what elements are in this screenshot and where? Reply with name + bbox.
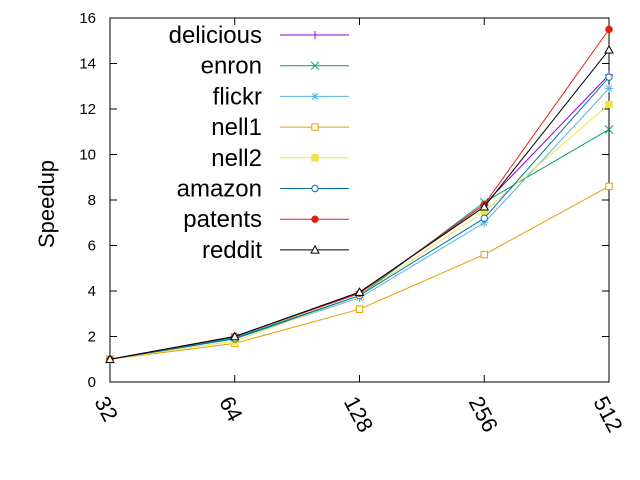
series-delicious (106, 70, 613, 364)
legend-label: delicious (169, 22, 262, 49)
y-tick-label: 6 (88, 238, 96, 255)
x-tick-label: 512 (588, 392, 627, 436)
series-enron (105, 125, 614, 364)
data-point (604, 44, 614, 54)
data-point (311, 154, 319, 162)
x-tick-label: 32 (89, 392, 123, 425)
y-tick-label: 2 (88, 329, 96, 346)
legend-label: flickr (213, 83, 262, 110)
y-tick-label: 8 (88, 192, 96, 209)
y-tick-label: 4 (88, 283, 96, 300)
legend-entry-amazon: amazon (177, 176, 349, 203)
legend-label: enron (201, 53, 262, 80)
y-axis-title: Speedup (34, 160, 59, 248)
legend-label: nell2 (211, 145, 262, 172)
data-point (480, 214, 488, 222)
data-point (310, 244, 320, 254)
legend-entry-delicious: delicious (169, 22, 349, 49)
data-point (605, 100, 613, 109)
data-point (311, 184, 319, 193)
series-reddit (105, 44, 614, 363)
y-tick-label: 14 (79, 56, 96, 73)
legend-entry-enron: enron (201, 53, 349, 80)
x-tick-label: 64 (214, 392, 248, 425)
data-point (354, 287, 365, 296)
data-point (479, 201, 490, 211)
y-tick-label: 16 (79, 10, 96, 27)
data-point (605, 182, 613, 191)
data-point (605, 84, 613, 93)
data-point (311, 123, 319, 131)
data-point (310, 61, 320, 71)
data-point (355, 305, 364, 313)
x-tick-label: 128 (339, 392, 378, 436)
data-point (604, 125, 614, 134)
legend-entry-nell1: nell1 (211, 114, 349, 141)
data-point (605, 25, 613, 34)
legend-label: nell1 (211, 114, 262, 141)
data-point (480, 250, 488, 259)
x-tick-label: 256 (464, 392, 503, 436)
series-line (109, 129, 610, 360)
legend-entry-patents: patents (183, 206, 349, 233)
y-tick-label: 12 (79, 101, 96, 118)
legend-label: reddit (202, 237, 262, 264)
plot-area: 0 2 4 6 8 10 12 14 16 32 64 128 256 512 delicious enron… (79, 10, 627, 436)
y-tick-label: 10 (79, 147, 96, 164)
data-point (229, 331, 240, 341)
data-point (311, 215, 319, 223)
data-point (105, 354, 115, 363)
data-point (311, 31, 319, 39)
legend-entry-flickr: flickr (213, 83, 349, 110)
legend-entry-reddit: reddit (202, 237, 349, 264)
data-point (605, 73, 613, 81)
series-flickr (106, 84, 613, 364)
legend-entry-nell2: nell2 (211, 145, 349, 172)
y-tick-label: 0 (88, 374, 96, 391)
data-point (311, 92, 319, 101)
legend-label: patents (183, 206, 262, 233)
legend-label: amazon (177, 176, 262, 203)
